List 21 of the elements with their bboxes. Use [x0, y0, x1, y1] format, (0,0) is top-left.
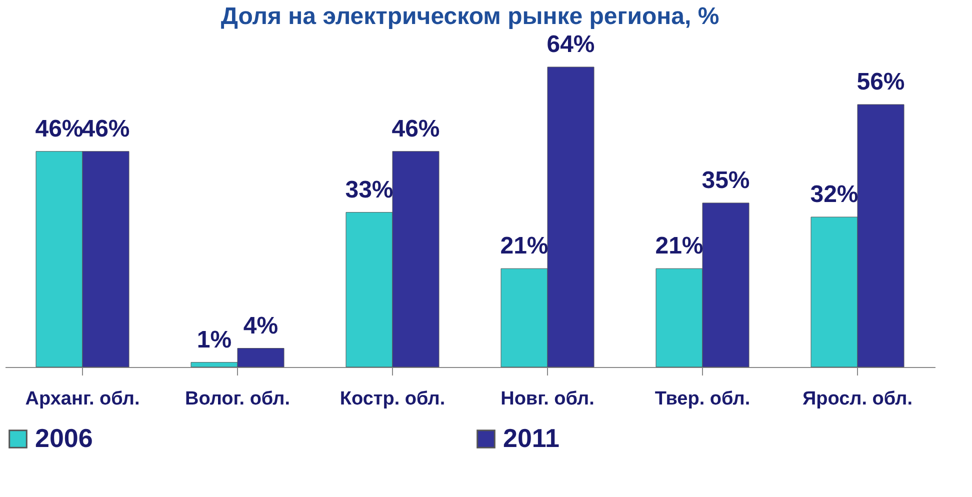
data-label: 32% — [810, 181, 858, 208]
x-tick-label: Яросл. обл. — [802, 388, 913, 410]
data-label: 64% — [546, 31, 595, 58]
data-label: 4% — [243, 312, 278, 340]
legend-label: 2011 — [503, 423, 560, 453]
data-label: 21% — [500, 232, 548, 260]
data-label: 1% — [196, 326, 232, 354]
data-label: 33% — [345, 176, 394, 204]
x-tick-label: Твер. обл. — [654, 388, 750, 410]
data-label: 56% — [856, 68, 905, 96]
data-label: 46% — [392, 115, 440, 142]
data-label: 46% — [35, 115, 84, 142]
chart-title: Доля на электрическом рынке региона, % — [220, 3, 720, 30]
data-label: 35% — [702, 166, 750, 194]
legend-label: 2006 — [35, 423, 93, 453]
data-label: 21% — [655, 232, 704, 260]
data-label: 46% — [82, 115, 130, 142]
x-tick-label: Новг. обл. — [500, 388, 594, 410]
x-tick-label: Арханг. обл. — [25, 388, 140, 410]
x-tick-label: Волог. обл. — [184, 388, 290, 410]
x-tick-label: Костр. обл. — [340, 388, 446, 410]
